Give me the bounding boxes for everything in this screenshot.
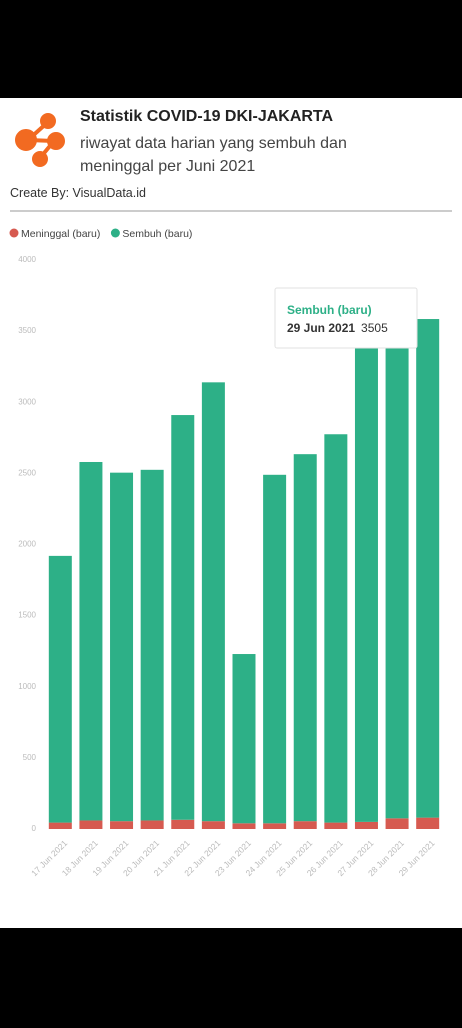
bar-segment <box>416 319 440 818</box>
card <box>0 98 462 928</box>
y-tick-label: 3000 <box>18 397 36 406</box>
bar-segment <box>263 474 287 824</box>
bar-segment <box>201 382 225 822</box>
tooltip-box <box>274 287 418 349</box>
y-tick-label: 1500 <box>18 611 36 620</box>
legend-swatch <box>9 228 19 238</box>
tooltip-value: 3505 <box>361 321 388 335</box>
bar-segment <box>232 823 256 829</box>
tooltip-series: Sembuh (baru) <box>287 303 372 317</box>
tooltip: Sembuh (baru) 29 Jun 2021 3505 <box>274 287 418 349</box>
y-tick-label: 4000 <box>18 255 36 264</box>
subtitle: riwayat data harian yang sembuh dan meni… <box>80 135 347 175</box>
bar-segment <box>171 819 195 829</box>
bar-segment <box>171 415 195 820</box>
logo <box>15 113 65 167</box>
bar-segment <box>110 821 134 829</box>
bar-segment <box>140 820 164 829</box>
bar-segment <box>79 461 103 821</box>
bar-segment <box>324 822 348 829</box>
bar-segment <box>110 472 134 822</box>
y-tick-label: 2000 <box>18 540 36 549</box>
bar-segment <box>416 817 440 829</box>
y-tick-label: 0 <box>32 824 37 833</box>
y-tick-label: 1000 <box>18 682 36 691</box>
bar-segment <box>48 555 72 823</box>
y-tick-label: 3500 <box>18 326 36 335</box>
bar-segment <box>232 654 256 824</box>
bar-segment <box>79 820 103 829</box>
legend-swatch <box>110 228 120 238</box>
bar-segment <box>263 823 287 829</box>
bar-segment <box>385 818 409 829</box>
y-tick-label: 2500 <box>18 468 36 477</box>
y-tick-label: 500 <box>23 753 37 762</box>
bar-segment <box>293 821 317 829</box>
bar-segment <box>385 344 409 819</box>
bar-segment <box>201 821 225 829</box>
legend-label: Meninggal (baru) <box>21 228 100 240</box>
bar-segment <box>293 454 317 822</box>
bar-segment <box>324 434 348 823</box>
bar-segment <box>354 821 378 829</box>
bar-segment <box>140 469 164 821</box>
title: Statistik COVID-19 DKI-JAKARTA <box>80 108 334 125</box>
bar-segment <box>354 345 378 822</box>
bar-segment <box>48 822 72 829</box>
tooltip-point: 29 Jun 2021 3505 <box>287 321 388 335</box>
credit: Create By: VisualData.id <box>10 186 146 200</box>
tooltip-category: 29 Jun 2021 <box>287 321 355 335</box>
legend-label: Sembuh (baru) <box>122 228 192 240</box>
